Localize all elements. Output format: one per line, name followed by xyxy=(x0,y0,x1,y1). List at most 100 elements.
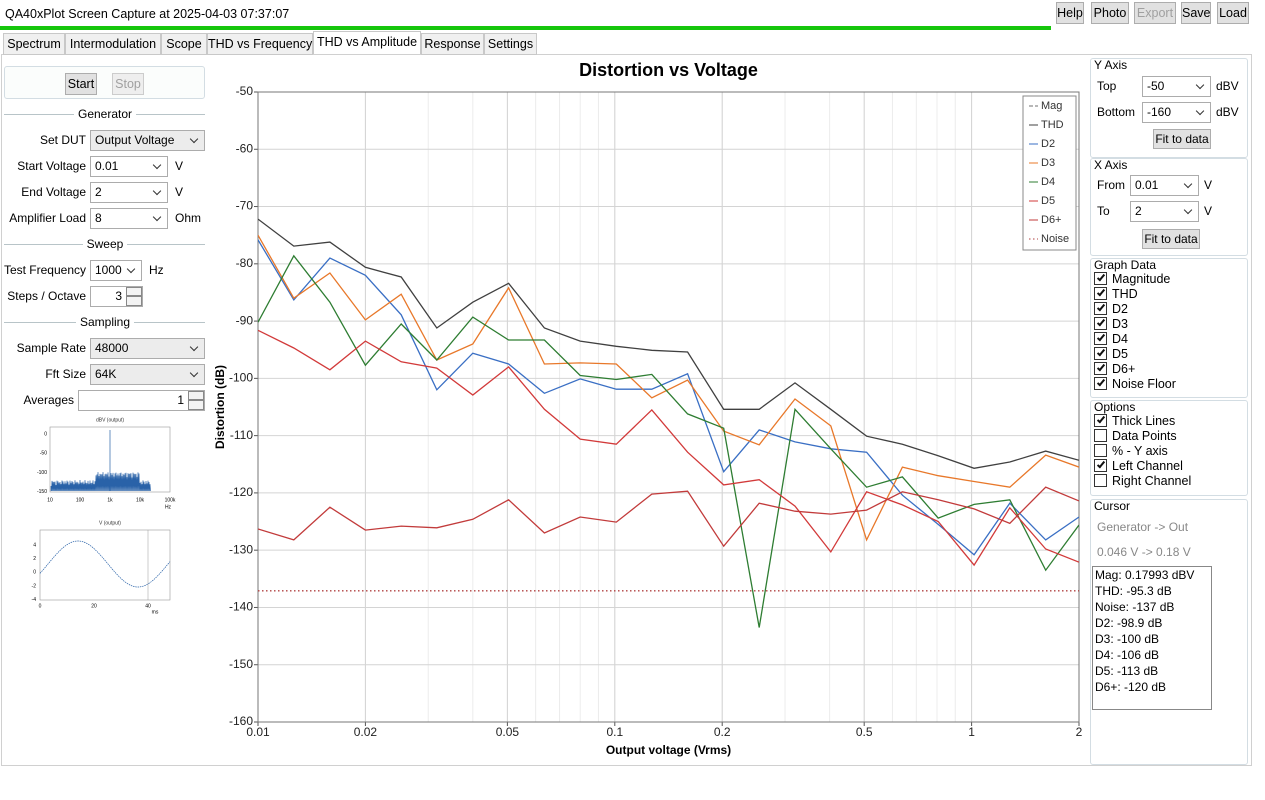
checkbox[interactable] xyxy=(1094,287,1107,300)
checkbox-label: Magnitude xyxy=(1112,272,1171,286)
field-label: Top xyxy=(1097,79,1117,93)
toolbar-button[interactable]: Save xyxy=(1181,2,1211,24)
combo-box[interactable]: -50 xyxy=(1142,76,1211,97)
field-label: Steps / Octave xyxy=(7,289,86,303)
combo-box[interactable]: 8 xyxy=(90,208,168,229)
y-tick-label: -100 xyxy=(229,371,253,385)
group-heading: X Axis xyxy=(1094,158,1128,172)
readout-line: D4: -106 dB xyxy=(1095,648,1160,662)
legend-label: D4 xyxy=(1041,176,1055,188)
stop-button[interactable]: Stop xyxy=(112,73,144,95)
combo-box[interactable]: 0.01 xyxy=(90,156,168,177)
check-mark xyxy=(1096,302,1105,312)
tab[interactable]: THD vs Frequency xyxy=(207,33,313,55)
group-box xyxy=(1090,58,1248,158)
toolbar-button[interactable]: Help xyxy=(1056,2,1084,24)
field-label: Bottom xyxy=(1097,105,1136,119)
tab[interactable]: Response xyxy=(421,33,484,55)
combo-box[interactable]: 64K xyxy=(90,364,205,385)
field-unit: V xyxy=(1204,204,1213,218)
checkbox[interactable] xyxy=(1094,302,1107,315)
legend-label: THD xyxy=(1041,119,1064,131)
thumb-scope-trace xyxy=(39,540,171,588)
legend-label: D2 xyxy=(1041,138,1055,150)
field-label: Test Frequency xyxy=(3,263,86,277)
checkbox-label: D3 xyxy=(1112,317,1128,331)
thumb-y-tick: -100 xyxy=(37,470,47,476)
checkbox[interactable] xyxy=(1094,272,1107,285)
checkbox[interactable] xyxy=(1094,347,1107,360)
toolbar-button[interactable]: Photo xyxy=(1091,2,1129,24)
combo-box[interactable]: 0.01 xyxy=(1130,175,1199,196)
checkbox[interactable] xyxy=(1094,429,1107,442)
x-tick-label: 0.2 xyxy=(714,725,731,739)
spin-box[interactable]: 3 xyxy=(90,286,143,307)
toolbar-button[interactable]: Export xyxy=(1134,2,1176,24)
tab[interactable]: THD vs Amplitude xyxy=(313,31,421,54)
tab[interactable]: Settings xyxy=(484,33,537,55)
checkbox-label: THD xyxy=(1112,287,1138,301)
thumb-x-unit: ms xyxy=(152,609,159,615)
legend-label: D6+ xyxy=(1041,214,1062,226)
spin-down[interactable] xyxy=(126,296,142,306)
checkbox[interactable] xyxy=(1094,444,1107,457)
checkbox[interactable] xyxy=(1094,362,1107,375)
check-mark xyxy=(1096,272,1105,282)
thumb-x-tick: 0 xyxy=(39,603,42,609)
group-heading: Cursor xyxy=(1094,499,1131,513)
checkbox[interactable] xyxy=(1094,414,1107,427)
fit-button[interactable]: Fit to data xyxy=(1153,129,1211,149)
legend-label: D5 xyxy=(1041,195,1055,207)
combo-box[interactable]: 1000 xyxy=(90,260,142,281)
chart-title: Distortion vs Voltage xyxy=(579,60,758,80)
toolbar-button[interactable]: Load xyxy=(1217,2,1249,24)
field-unit: V xyxy=(1204,178,1213,192)
spin-up[interactable] xyxy=(126,287,142,296)
field-unit: Hz xyxy=(149,263,164,277)
y-tick-label: -50 xyxy=(236,84,254,98)
x-tick-label: 0.5 xyxy=(856,725,873,739)
section-heading-text: Generator xyxy=(73,107,137,121)
spin-down[interactable] xyxy=(188,400,204,410)
series-line xyxy=(258,218,1079,469)
checkbox[interactable] xyxy=(1094,332,1107,345)
tab[interactable]: Scope xyxy=(161,33,207,55)
fit-button[interactable]: Fit to data xyxy=(1142,229,1200,249)
combo-box[interactable]: 48000 xyxy=(90,338,205,359)
x-axis-label: Output voltage (Vrms) xyxy=(606,743,731,757)
start-button[interactable]: Start xyxy=(65,73,97,95)
tab[interactable]: Intermodulation xyxy=(65,33,161,55)
field-unit: dBV xyxy=(1216,105,1239,119)
series-line xyxy=(258,234,1079,542)
check-mark xyxy=(1096,414,1105,424)
field-label: From xyxy=(1097,178,1125,192)
field-label: Sample Rate xyxy=(16,341,86,355)
content-frame xyxy=(1,54,1252,766)
series-line xyxy=(258,329,1079,567)
combo-box[interactable]: -160 xyxy=(1142,102,1211,123)
check-mark xyxy=(1096,332,1105,342)
spin-box[interactable]: 1 xyxy=(78,390,205,411)
legend-box xyxy=(1022,95,1077,251)
checkbox[interactable] xyxy=(1094,317,1107,330)
spin-up[interactable] xyxy=(188,391,204,400)
y-tick-label: -90 xyxy=(236,313,254,327)
check-mark xyxy=(1096,362,1105,372)
combo-box[interactable]: 2 xyxy=(90,182,168,203)
checkbox[interactable] xyxy=(1094,474,1107,487)
combo-box[interactable]: Output Voltage xyxy=(90,130,205,151)
thumb-x-tick: 100k xyxy=(165,497,176,503)
checkbox-label: D5 xyxy=(1112,347,1128,361)
combo-box[interactable]: 2 xyxy=(1130,201,1199,222)
legend-label: Mag xyxy=(1041,100,1062,112)
field-unit: Ohm xyxy=(175,211,202,225)
field-label: Fft Size xyxy=(45,367,86,381)
checkbox[interactable] xyxy=(1094,459,1107,472)
tab[interactable]: Spectrum xyxy=(3,33,65,55)
checkbox[interactable] xyxy=(1094,377,1107,390)
cursor-source: Generator -> Out xyxy=(1097,520,1189,534)
thumb-y-tick: -2 xyxy=(32,583,37,589)
readout-line: Noise: -137 dB xyxy=(1095,600,1175,614)
